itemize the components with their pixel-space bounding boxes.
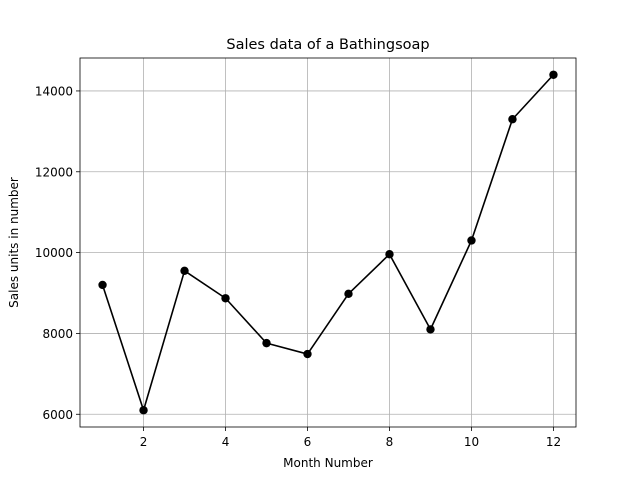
x-tick-label: 2 bbox=[140, 435, 148, 449]
x-tick-label: 4 bbox=[222, 435, 230, 449]
x-axis-label: Month Number bbox=[283, 456, 373, 470]
x-tick-label: 10 bbox=[464, 435, 479, 449]
data-point bbox=[303, 349, 312, 359]
data-point bbox=[508, 115, 517, 124]
axis-ticks: 2 4 6 8 10 12 6000 8000 10000 12000 14000 bbox=[35, 84, 561, 449]
data-point bbox=[385, 250, 394, 259]
x-tick-label: 12 bbox=[546, 435, 561, 449]
data-point bbox=[98, 280, 107, 290]
data-point bbox=[262, 338, 271, 348]
data-point bbox=[180, 266, 189, 275]
y-tick-label: 6000 bbox=[42, 408, 73, 422]
series-line bbox=[101, 74, 555, 412]
y-axis-label: Sales units in number bbox=[7, 177, 21, 308]
x-tick-label: 8 bbox=[386, 435, 394, 449]
data-point bbox=[549, 70, 558, 79]
series-layer bbox=[98, 70, 558, 415]
y-tick-label: 8000 bbox=[42, 327, 73, 341]
data-point bbox=[221, 294, 230, 303]
y-tick-label: 10000 bbox=[35, 246, 73, 260]
plot-area-frame bbox=[79, 57, 577, 428]
data-point bbox=[467, 236, 476, 245]
data-point bbox=[344, 289, 353, 299]
data-point bbox=[426, 325, 435, 334]
y-tick-label: 14000 bbox=[35, 84, 73, 98]
y-tick-label: 12000 bbox=[35, 165, 73, 179]
x-tick-label: 6 bbox=[304, 435, 312, 449]
data-point bbox=[139, 406, 148, 415]
chart-title: Sales data of a Bathingsoap bbox=[226, 37, 429, 53]
